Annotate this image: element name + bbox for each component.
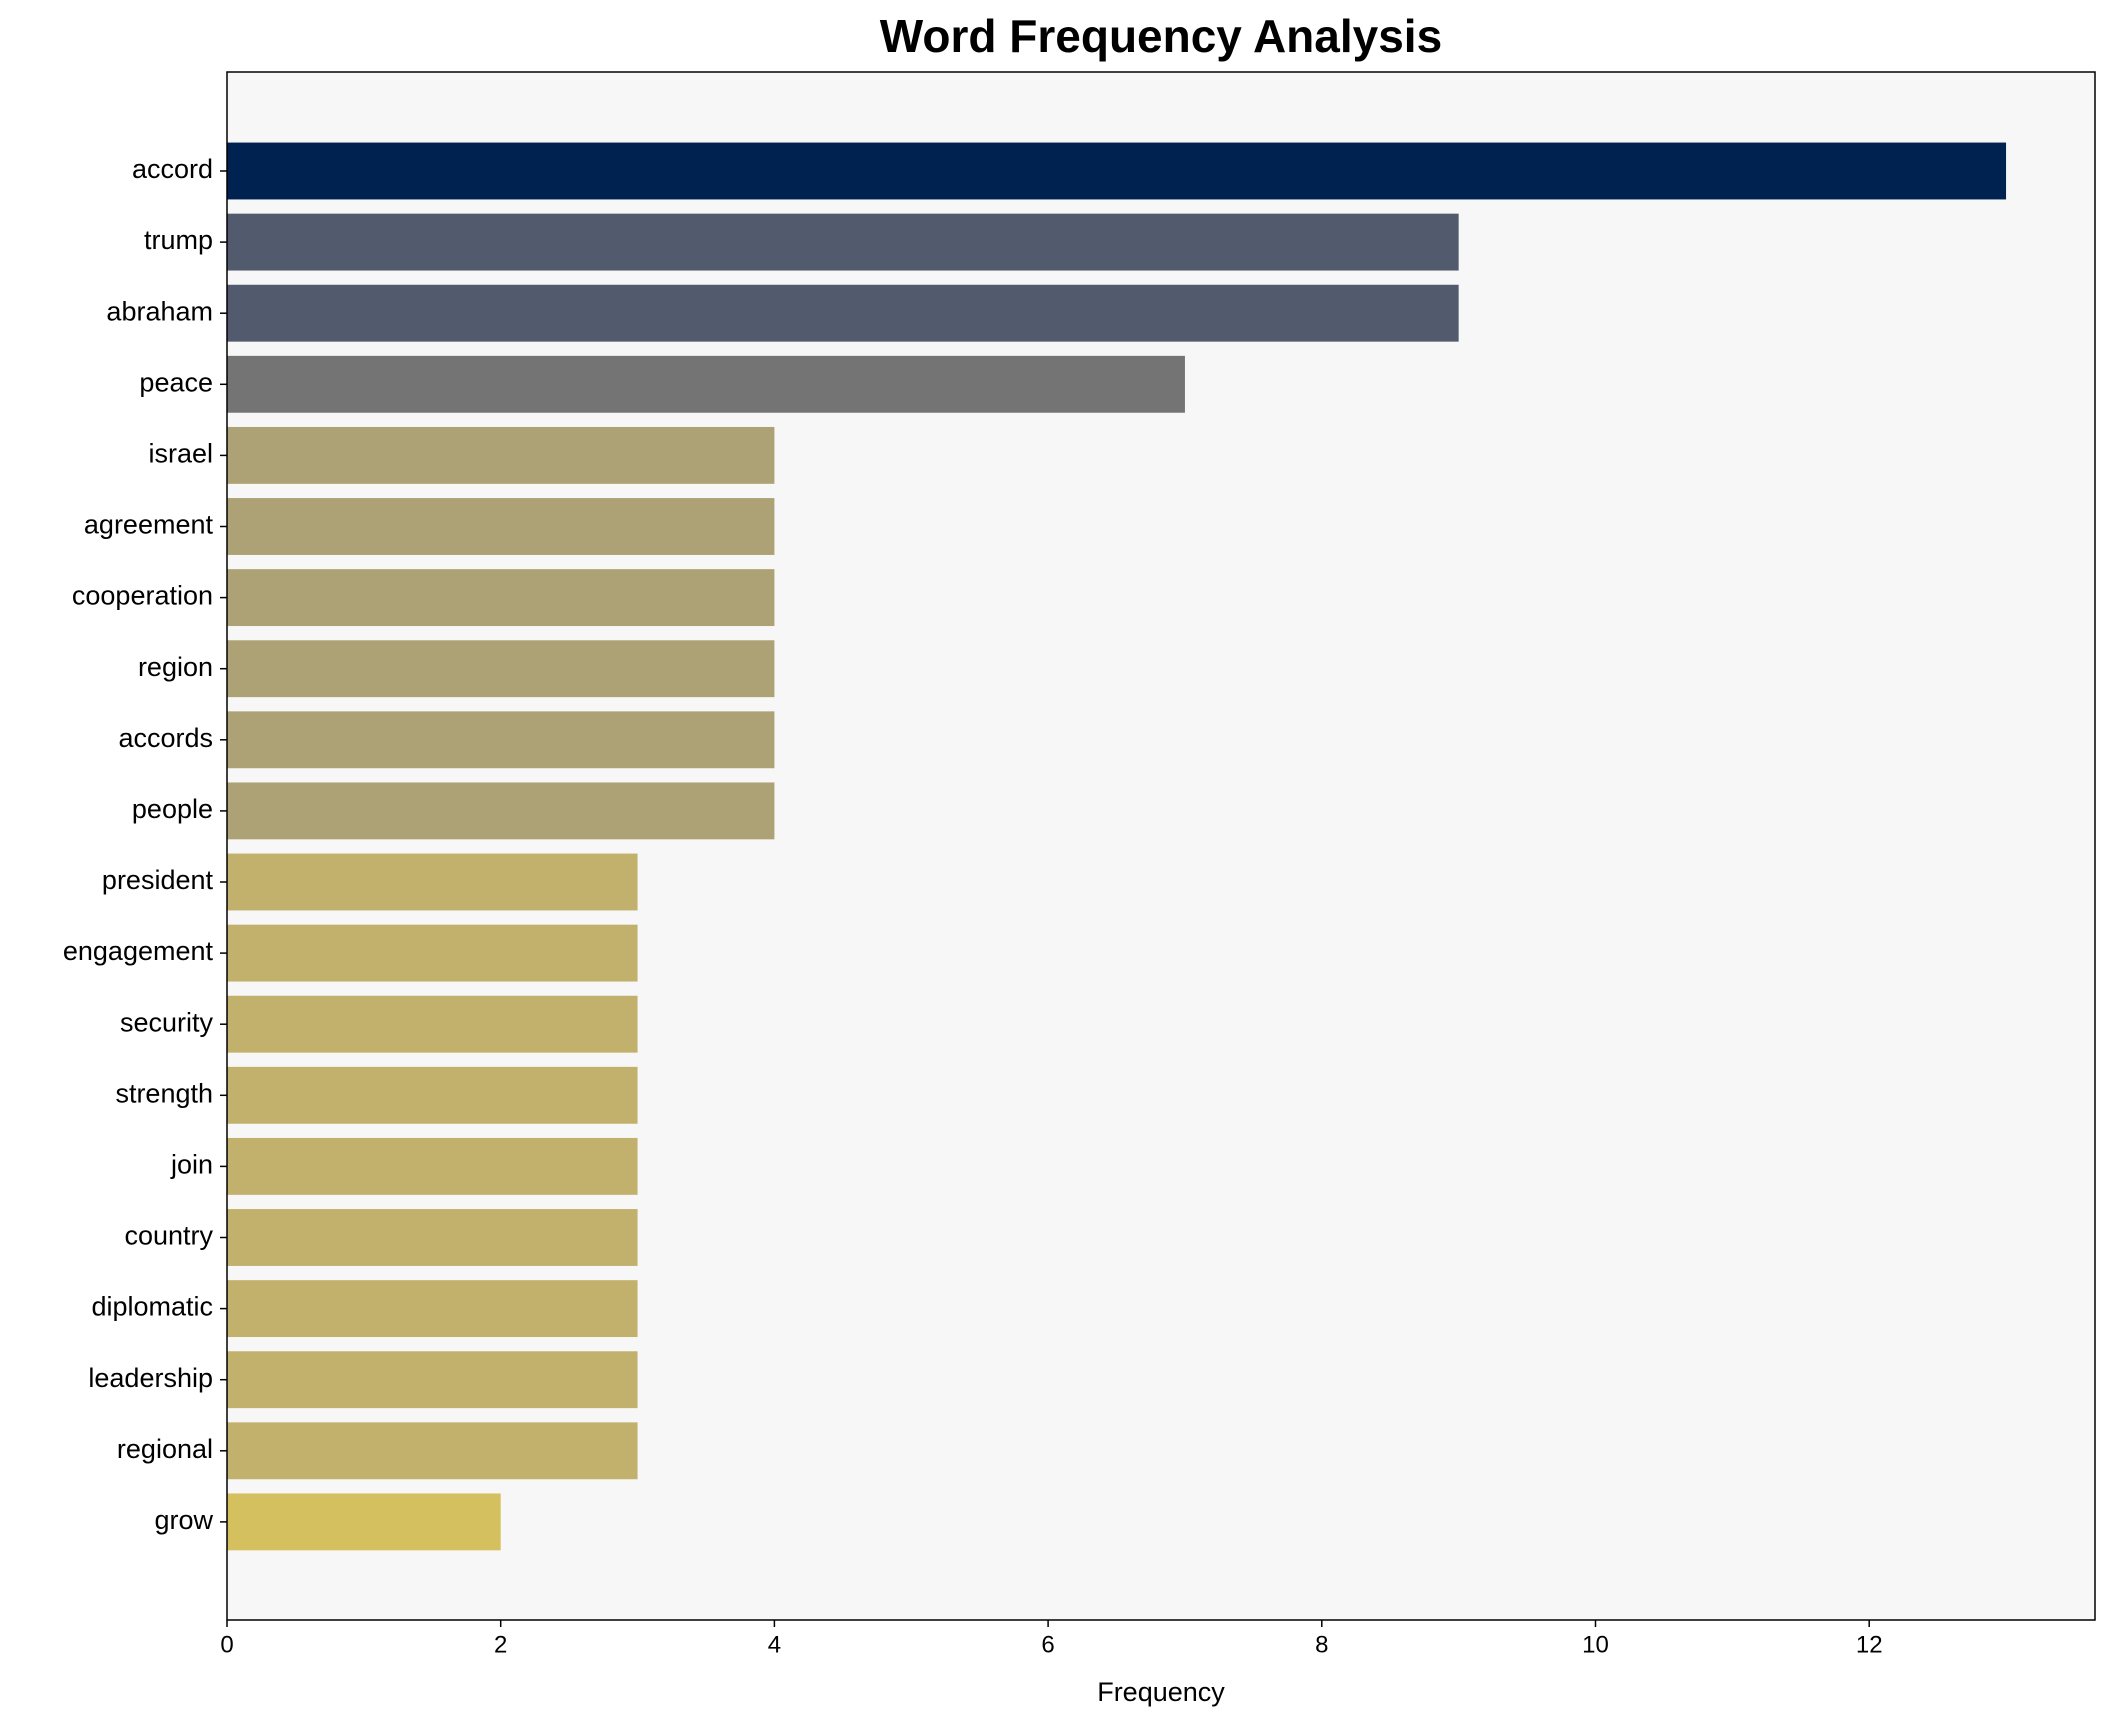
x-tick-label: 10	[1582, 1631, 1609, 1658]
y-tick-label: country	[124, 1221, 213, 1251]
bar	[227, 569, 775, 627]
y-tick-label: diplomatic	[91, 1292, 213, 1322]
y-tick-label: abraham	[106, 296, 213, 326]
bar	[227, 213, 1459, 271]
bar	[227, 995, 638, 1053]
bar	[227, 426, 775, 484]
bar	[227, 782, 775, 840]
y-tick-label: accord	[132, 154, 213, 184]
bar	[227, 142, 2007, 200]
bar	[227, 1137, 638, 1195]
y-tick-label: trump	[144, 225, 213, 255]
y-tick-label: peace	[139, 367, 213, 397]
bar	[227, 924, 638, 982]
y-tick-label: people	[132, 794, 213, 824]
y-tick-label: strength	[115, 1078, 213, 1108]
y-tick-label: agreement	[84, 510, 214, 540]
bar	[227, 1422, 638, 1480]
bar	[227, 1209, 638, 1266]
x-axis-label: Frequency	[1097, 1677, 1225, 1707]
x-tick-label: 12	[1856, 1631, 1883, 1658]
y-tick-label: israel	[148, 439, 213, 469]
plot-frame	[226, 71, 2096, 1621]
x-tick-label: 8	[1315, 1631, 1328, 1658]
x-tick-label: 6	[1041, 1631, 1054, 1658]
y-tick-label: cooperation	[72, 581, 213, 611]
y-tick-label: join	[170, 1150, 213, 1180]
bar	[227, 284, 1459, 342]
bar	[227, 1493, 501, 1551]
bar	[227, 498, 775, 555]
y-tick-label: region	[138, 652, 213, 682]
y-tick-label: security	[120, 1007, 214, 1037]
y-tick-label: president	[102, 865, 214, 895]
x-tick-label: 0	[220, 1631, 233, 1658]
bar	[227, 1280, 638, 1338]
bar	[227, 711, 775, 769]
y-tick-label: regional	[117, 1434, 213, 1464]
x-tick-label: 4	[768, 1631, 781, 1658]
y-tick-label: leadership	[88, 1363, 213, 1393]
x-tick-label: 2	[494, 1631, 507, 1658]
bar	[227, 1351, 638, 1409]
y-tick-label: grow	[154, 1505, 213, 1535]
bar	[227, 853, 638, 911]
bar	[227, 355, 1185, 413]
bar	[227, 640, 775, 698]
chart-title: Word Frequency Analysis	[880, 10, 1442, 62]
y-tick-label: engagement	[63, 936, 214, 966]
bar	[227, 1066, 638, 1124]
y-tick-label: accords	[118, 723, 213, 753]
